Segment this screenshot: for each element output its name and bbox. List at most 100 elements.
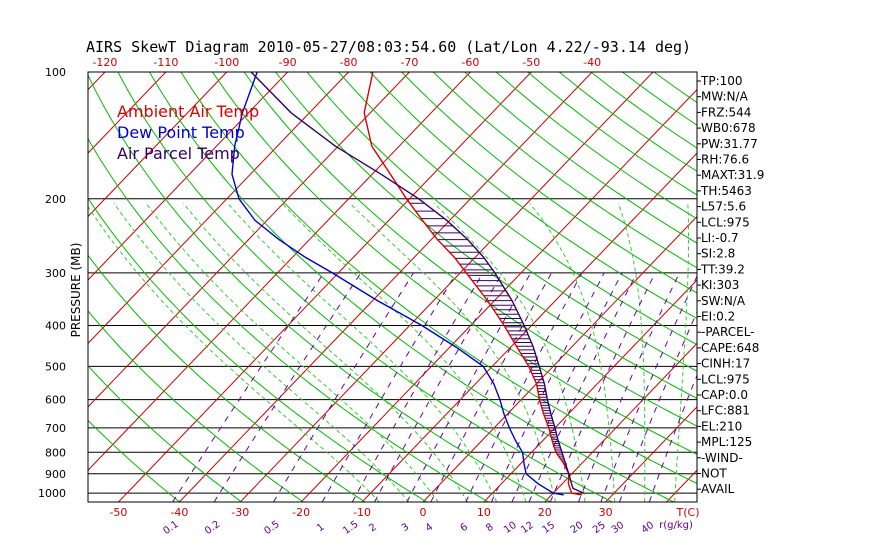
dry-adiabat — [275, 72, 697, 399]
mixing-ratio-tick: 10 — [502, 520, 519, 536]
dry-adiabat — [88, 365, 242, 502]
mixing-ratio-line — [490, 272, 605, 502]
mixing-ratio-tick: 0.2 — [203, 519, 222, 537]
mixing-ratio-line — [465, 272, 583, 502]
index-label: MW:N/A — [701, 90, 749, 104]
dry-adiabat — [88, 74, 551, 502]
index-label: AVAIL — [701, 482, 735, 496]
isotherm-line — [88, 72, 167, 154]
dry-adiabat — [432, 72, 697, 269]
index-label: CAP:0.0 — [701, 388, 748, 402]
mixing-ratio-line — [172, 272, 325, 502]
index-label: TH:5463 — [700, 184, 752, 198]
index-label: WB0:678 — [701, 121, 756, 135]
mixing-ratio-tick: 25 — [591, 520, 608, 536]
isotherm-line — [422, 215, 697, 502]
temp-tick-top: -70 — [400, 56, 418, 69]
mixing-ratio-line — [618, 310, 697, 502]
mixing-ratio-tick: 30 — [610, 520, 627, 536]
dry-adiabat — [88, 310, 304, 502]
chart-title: AIRS SkewT Diagram 2010-05-27/08:03:54.6… — [86, 38, 691, 56]
index-label: LCL:975 — [701, 215, 750, 229]
index-label: PW:31.77 — [701, 137, 758, 151]
legend: Ambient Air Temp Dew Point Temp Air Parcel… — [117, 102, 259, 163]
pressure-tick-200: 200 — [45, 193, 66, 206]
pressure-tick-400: 400 — [45, 320, 66, 333]
isotherm-line — [178, 72, 593, 502]
temp-tick-top: -120 — [92, 56, 117, 69]
index-label: FRZ:544 — [701, 105, 751, 119]
mixing-ratio-tick: 20 — [569, 520, 586, 536]
dry-adiabat — [88, 419, 181, 502]
pressure-tick-600: 600 — [45, 394, 66, 407]
mixing-ratio-tick: 8 — [484, 522, 496, 535]
isotherm-line — [361, 152, 697, 502]
parcel-temp-line — [250, 72, 585, 494]
moist-adiabat — [529, 202, 616, 502]
mixing-ratio-tick: 12 — [519, 520, 536, 536]
temp-tick-bottom: 20 — [538, 506, 552, 519]
dry-adiabat — [338, 72, 697, 346]
temp-tick-bottom: 30 — [599, 506, 613, 519]
temp-unit-label: T(C) — [676, 506, 700, 519]
index-label: RH:76.6 — [701, 153, 749, 167]
legend-entry: Air Parcel Temp — [117, 144, 240, 163]
mixing-ratio-line — [273, 272, 414, 502]
moist-adiabat — [88, 205, 380, 502]
pressure-tick-1000: 1000 — [38, 487, 66, 500]
temp-tick-bottom: 10 — [477, 506, 491, 519]
mixing-ratio-line — [321, 272, 457, 502]
index-label: LFC:881 — [701, 404, 750, 418]
mixing-ratio-line — [648, 373, 697, 502]
profile-series — [231, 72, 585, 496]
isotherm-line — [0, 72, 44, 502]
plot-frame — [87, 71, 698, 503]
index-label: -PARCEL- — [701, 325, 755, 339]
mixing-ratio-line — [528, 272, 638, 502]
mixing-ratio-line — [374, 272, 503, 502]
pressure-tick-800: 800 — [45, 446, 66, 459]
temp-tick-top: -50 — [522, 56, 540, 69]
isotherm-line — [483, 279, 697, 502]
isotherm-line — [605, 406, 697, 502]
moist-adiabat — [145, 203, 439, 502]
diagram-grid — [0, 72, 697, 502]
dewpoint-line — [231, 72, 564, 496]
moist-adiabat — [113, 203, 410, 502]
temp-tick-top: -40 — [583, 56, 601, 69]
dry-adiabat — [401, 72, 697, 294]
isotherm-line — [88, 72, 471, 472]
dry-adiabat — [88, 254, 366, 502]
temp-tick-bottom: -20 — [292, 506, 310, 519]
index-label: MPL:125 — [701, 435, 752, 449]
mixing-ratio-line — [351, 272, 484, 502]
index-label: SW:N/A — [701, 294, 746, 308]
moist-adiabat — [674, 203, 689, 502]
mixing-ratio-tick: 1 — [315, 522, 327, 535]
mixing-ratio-line — [430, 272, 553, 502]
mixing-ratio-tick: 2 — [367, 522, 379, 535]
mixing-ratio-line — [213, 272, 362, 502]
mixing-ratio-line — [549, 272, 656, 502]
index-label: TT:39.2 — [700, 262, 745, 276]
mixing-ratio-tick: 0.1 — [161, 519, 180, 537]
pressure-tick-900: 900 — [45, 468, 66, 481]
pressure-tick-300: 300 — [45, 267, 66, 280]
mixing-ratio-tick: 15 — [541, 520, 558, 536]
isotherm-line — [88, 72, 228, 218]
pressure-tick-500: 500 — [45, 360, 66, 373]
mixing-ratio-tick: 1.5 — [341, 519, 360, 537]
moist-adiabat — [183, 202, 468, 502]
mixing-ratio-unit-label: r(g/kg) — [659, 520, 693, 531]
pressure-tick-100: 100 — [45, 66, 66, 79]
mixing-ratio-line — [600, 275, 697, 502]
isotherm-line — [88, 72, 289, 281]
dry-adiabat — [117, 72, 613, 502]
isotherm-line — [118, 72, 532, 502]
index-label: NOT — [701, 467, 727, 481]
moist-adiabat — [617, 203, 646, 502]
dry-adiabat — [369, 72, 697, 320]
index-label: LI:-0.7 — [701, 231, 739, 245]
